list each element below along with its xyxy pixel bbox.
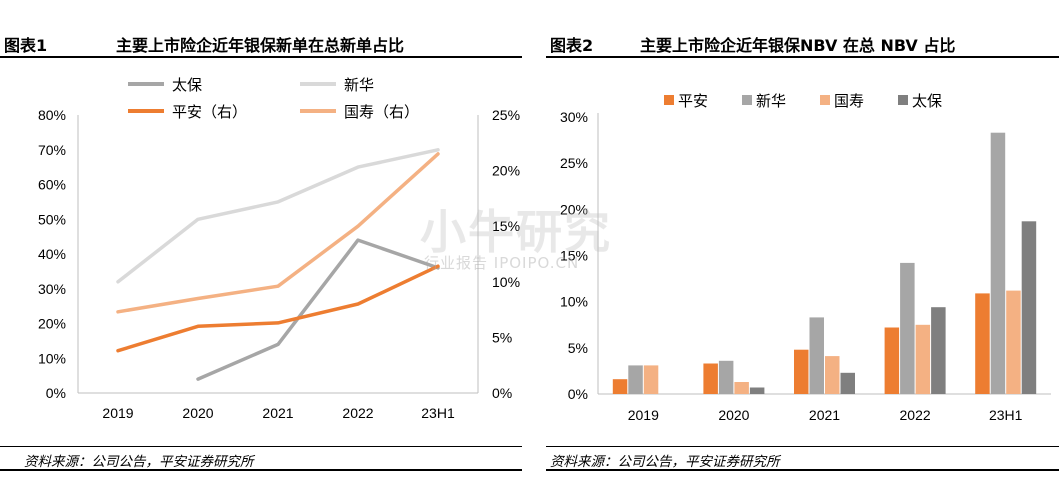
figure-1-number: 图表1	[4, 36, 48, 55]
bar-太保-2020	[749, 387, 765, 394]
figure-2-title: 主要上市险企近年银保NBV 在总 NBV 占比	[640, 36, 956, 55]
bar-太保-2021	[840, 372, 855, 394]
bar-国寿-2020	[734, 382, 749, 394]
y-left-tick-label: 70%	[38, 142, 66, 158]
legend-label-平安: 平安	[678, 92, 708, 110]
y-right-tick-label: 5%	[492, 329, 512, 345]
x-tick-label: 2020	[718, 407, 749, 423]
y-right-tick-label: 15%	[492, 218, 520, 234]
figure-1-header: 图表1 主要上市险企近年银保新单在总新单占比	[0, 28, 522, 58]
y-tick-label: 25%	[560, 155, 588, 171]
y-left-tick-label: 10%	[38, 350, 66, 366]
legend-label-新华: 新华	[756, 92, 786, 110]
series-line-新华	[116, 148, 440, 284]
figure-2-number: 图表2	[550, 36, 594, 55]
y-right-tick-label: 0%	[492, 385, 512, 401]
x-tick-label: 2022	[342, 405, 373, 421]
figure-2-source: 资料来源：公司公告，平安证券研究所	[550, 454, 780, 470]
y-tick-label: 5%	[568, 340, 588, 356]
figure-1-title: 主要上市险企近年银保新单在总新单占比	[116, 36, 405, 55]
bar-新华-2019	[628, 365, 643, 394]
y-tick-label: 20%	[560, 201, 588, 217]
bar-平安-2020	[703, 363, 718, 394]
figure-2-header: 图表2 主要上市险企近年银保NBV 在总 NBV 占比	[546, 28, 1059, 58]
x-tick-label: 2020	[182, 405, 213, 421]
legend-label-国寿（右）: 国寿（右）	[344, 103, 419, 121]
y-left-tick-label: 50%	[38, 211, 66, 227]
x-tick-label: 2021	[809, 407, 840, 423]
x-tick-label: 23H1	[989, 407, 1023, 423]
series-line-国寿（右）	[116, 152, 440, 314]
figure-2-footer: 资料来源：公司公告，平安证券研究所	[546, 446, 1059, 471]
series-line-平安（右）	[116, 264, 440, 353]
legend-swatch-新华	[742, 95, 752, 105]
bar-平安-2021	[794, 349, 809, 394]
legend-label-太保: 太保	[912, 92, 942, 110]
x-tick-label: 2022	[900, 407, 931, 423]
bar-太保-2022	[931, 307, 946, 394]
legend-label-太保: 太保	[172, 76, 202, 94]
y-left-tick-label: 20%	[38, 316, 66, 332]
bar-平安-23H1	[975, 293, 990, 394]
legend-label-国寿: 国寿	[834, 92, 864, 110]
bar-国寿-2022	[915, 324, 931, 395]
figure-2-panel: 图表2 主要上市险企近年银保NBV 在总 NBV 占比 0% 5% 10% 15% 20…	[546, 0, 1059, 479]
bar-新华-23H1	[990, 132, 1006, 394]
y-tick-label: 30%	[560, 109, 588, 125]
bar-新华-2021	[809, 317, 824, 394]
figure-1-source: 资料来源：公司公告，平安证券研究所	[24, 454, 254, 470]
x-tick-label: 2019	[102, 405, 133, 421]
y-right-tick-label: 10%	[492, 274, 520, 290]
legend-label-平安（右）: 平安（右）	[172, 103, 247, 121]
bar-平安-2019	[612, 379, 628, 394]
legend-label-新华: 新华	[344, 76, 374, 94]
y-left-tick-label: 30%	[38, 281, 66, 297]
y-tick-label: 15%	[560, 248, 588, 264]
y-right-tick-label: 20%	[492, 163, 520, 179]
bar-平安-2022	[884, 327, 900, 394]
line-chart-svg: 0% 10% 20% 30% 40% 50% 60% 70% 80% 0% 5% 10% 15% 20% 2…	[38, 76, 520, 421]
bar-国寿-2021	[825, 356, 840, 394]
bar-新华-2020	[718, 360, 734, 394]
y-left-tick-label: 0%	[46, 385, 66, 401]
y-tick-label: 10%	[560, 294, 588, 310]
legend-swatch-平安	[664, 95, 674, 105]
bar-国寿-2019	[643, 365, 659, 394]
legend-swatch-太保	[898, 95, 908, 105]
x-tick-label: 2021	[262, 405, 293, 421]
y-left-tick-label: 40%	[38, 246, 66, 262]
bar-新华-2022	[900, 262, 915, 394]
x-tick-label: 2019	[628, 407, 659, 423]
figure-1-panel: 图表1 主要上市险企近年银保新单在总新单占比 0% 10% 20% 30% 40% 50%…	[0, 0, 522, 479]
y-left-tick-label: 80%	[38, 107, 66, 123]
x-tick-label: 23H1	[421, 405, 455, 421]
y-left-tick-label: 60%	[38, 177, 66, 193]
y-tick-label: 0%	[568, 386, 588, 402]
bar-国寿-23H1	[1006, 290, 1021, 394]
bar-太保-23H1	[1021, 221, 1037, 394]
legend-swatch-国寿	[820, 95, 830, 105]
bar-chart-svg: 0% 5% 10% 15% 20% 25% 30% 2019 2020 2021 2022 23H1 平…	[560, 92, 1051, 423]
figure-1-footer: 资料来源：公司公告，平安证券研究所	[0, 446, 522, 471]
series-line-太保	[196, 238, 440, 381]
y-right-tick-label: 25%	[492, 107, 520, 123]
